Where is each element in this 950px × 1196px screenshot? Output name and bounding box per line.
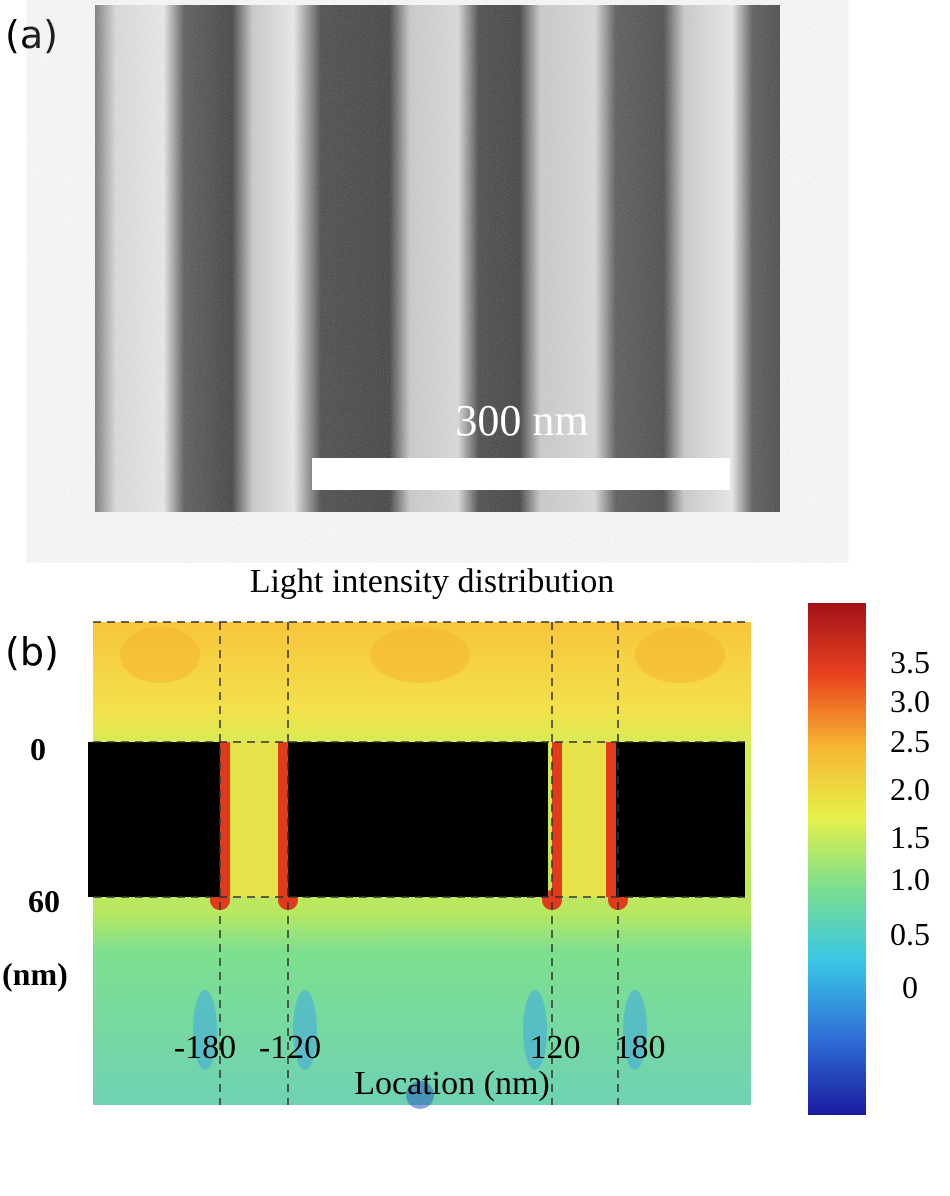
colorbar-ticks: 3.5 3.0 2.5 2.0 1.5 1.0 0.5 0	[890, 644, 930, 1005]
scale-bar-label: 300 nm	[455, 396, 588, 445]
colorbar-tick-label: 3.0	[890, 683, 930, 719]
colorbar-tick-label: 0	[902, 969, 918, 1005]
colorbar-tick-label: 0.5	[890, 916, 930, 952]
panel-label: (b)	[5, 630, 59, 674]
x-tick-label: -120	[259, 1029, 321, 1066]
colorbar-tick-label: 3.5	[890, 644, 930, 680]
colorbar	[808, 603, 866, 1115]
grating-block	[288, 742, 548, 897]
y-unit-label: (nm)	[2, 956, 68, 992]
gap-field	[552, 742, 616, 897]
grating-block	[616, 742, 745, 897]
colorbar-tick-label: 1.0	[890, 861, 930, 897]
guide-lines	[93, 621, 751, 1105]
colorbar-tick-label: 2.5	[890, 723, 930, 759]
colorbar-tick-label: 2.0	[890, 771, 930, 807]
grating-block	[88, 742, 220, 897]
sem-texture	[95, 5, 780, 512]
chart-title: Light intensity distribution	[250, 563, 615, 600]
scale-bar	[312, 458, 730, 490]
y-tick-label: 0	[30, 731, 46, 767]
heatmap-features	[120, 627, 725, 1109]
x-axis-label: Location (nm)	[354, 1065, 549, 1102]
x-tick-label: -180	[174, 1029, 236, 1066]
x-tick-label: 180	[615, 1029, 666, 1066]
panel-label: (a)	[5, 13, 58, 57]
y-tick-label: 60	[28, 883, 60, 919]
x-tick-label: 120	[530, 1029, 581, 1066]
colorbar-tick-label: 1.5	[890, 819, 930, 855]
gap-field	[220, 742, 288, 897]
